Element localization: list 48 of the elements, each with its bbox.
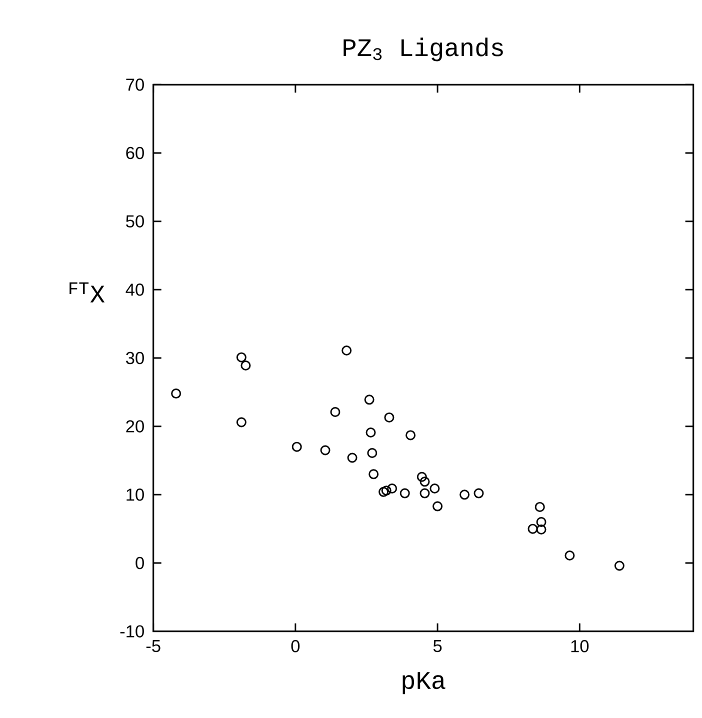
y-tick-label: 20 bbox=[126, 420, 144, 432]
point bbox=[384, 412, 394, 422]
point bbox=[432, 501, 443, 512]
x-tick-label: -5 bbox=[146, 640, 160, 652]
point bbox=[240, 360, 251, 371]
point bbox=[171, 388, 182, 399]
y-tick-label: 70 bbox=[126, 78, 144, 91]
point bbox=[387, 484, 398, 494]
point bbox=[430, 484, 440, 494]
point bbox=[420, 476, 430, 487]
x-tick-label: 10 bbox=[571, 640, 589, 652]
point bbox=[347, 452, 358, 463]
point bbox=[534, 502, 545, 512]
y-tick-label: 60 bbox=[126, 146, 144, 160]
point bbox=[292, 442, 302, 452]
point bbox=[330, 406, 340, 417]
point bbox=[528, 524, 538, 534]
point bbox=[381, 486, 392, 496]
y-tick-label: 50 bbox=[126, 215, 144, 228]
point bbox=[614, 560, 624, 571]
point bbox=[236, 417, 246, 428]
y-tick-label: 30 bbox=[126, 352, 144, 364]
y-axis-title: $^{FT}$X bbox=[70, 282, 105, 302]
point bbox=[536, 516, 546, 527]
point bbox=[368, 469, 379, 480]
x-axis-title: pKa bbox=[402, 672, 446, 694]
point bbox=[366, 427, 376, 438]
point bbox=[364, 394, 374, 405]
x-tick-label: 5 bbox=[433, 640, 442, 652]
y-tick-label: 0 bbox=[136, 556, 144, 570]
point bbox=[236, 352, 246, 362]
x-tick-label: 0 bbox=[291, 640, 300, 652]
point bbox=[378, 486, 389, 497]
point bbox=[536, 524, 546, 535]
chart-title: PZ$_{3}$ Ligands bbox=[344, 38, 503, 62]
y-tick-label: 40 bbox=[126, 284, 144, 296]
point bbox=[400, 488, 410, 498]
point bbox=[460, 490, 470, 500]
y-tick-label: -10 bbox=[120, 625, 144, 638]
point bbox=[474, 488, 484, 498]
point bbox=[416, 472, 427, 482]
y-tick-label: 10 bbox=[126, 488, 144, 501]
point bbox=[367, 448, 378, 458]
point bbox=[564, 550, 575, 560]
point bbox=[420, 488, 430, 498]
point bbox=[320, 445, 330, 456]
point bbox=[406, 430, 416, 440]
point bbox=[342, 345, 352, 356]
